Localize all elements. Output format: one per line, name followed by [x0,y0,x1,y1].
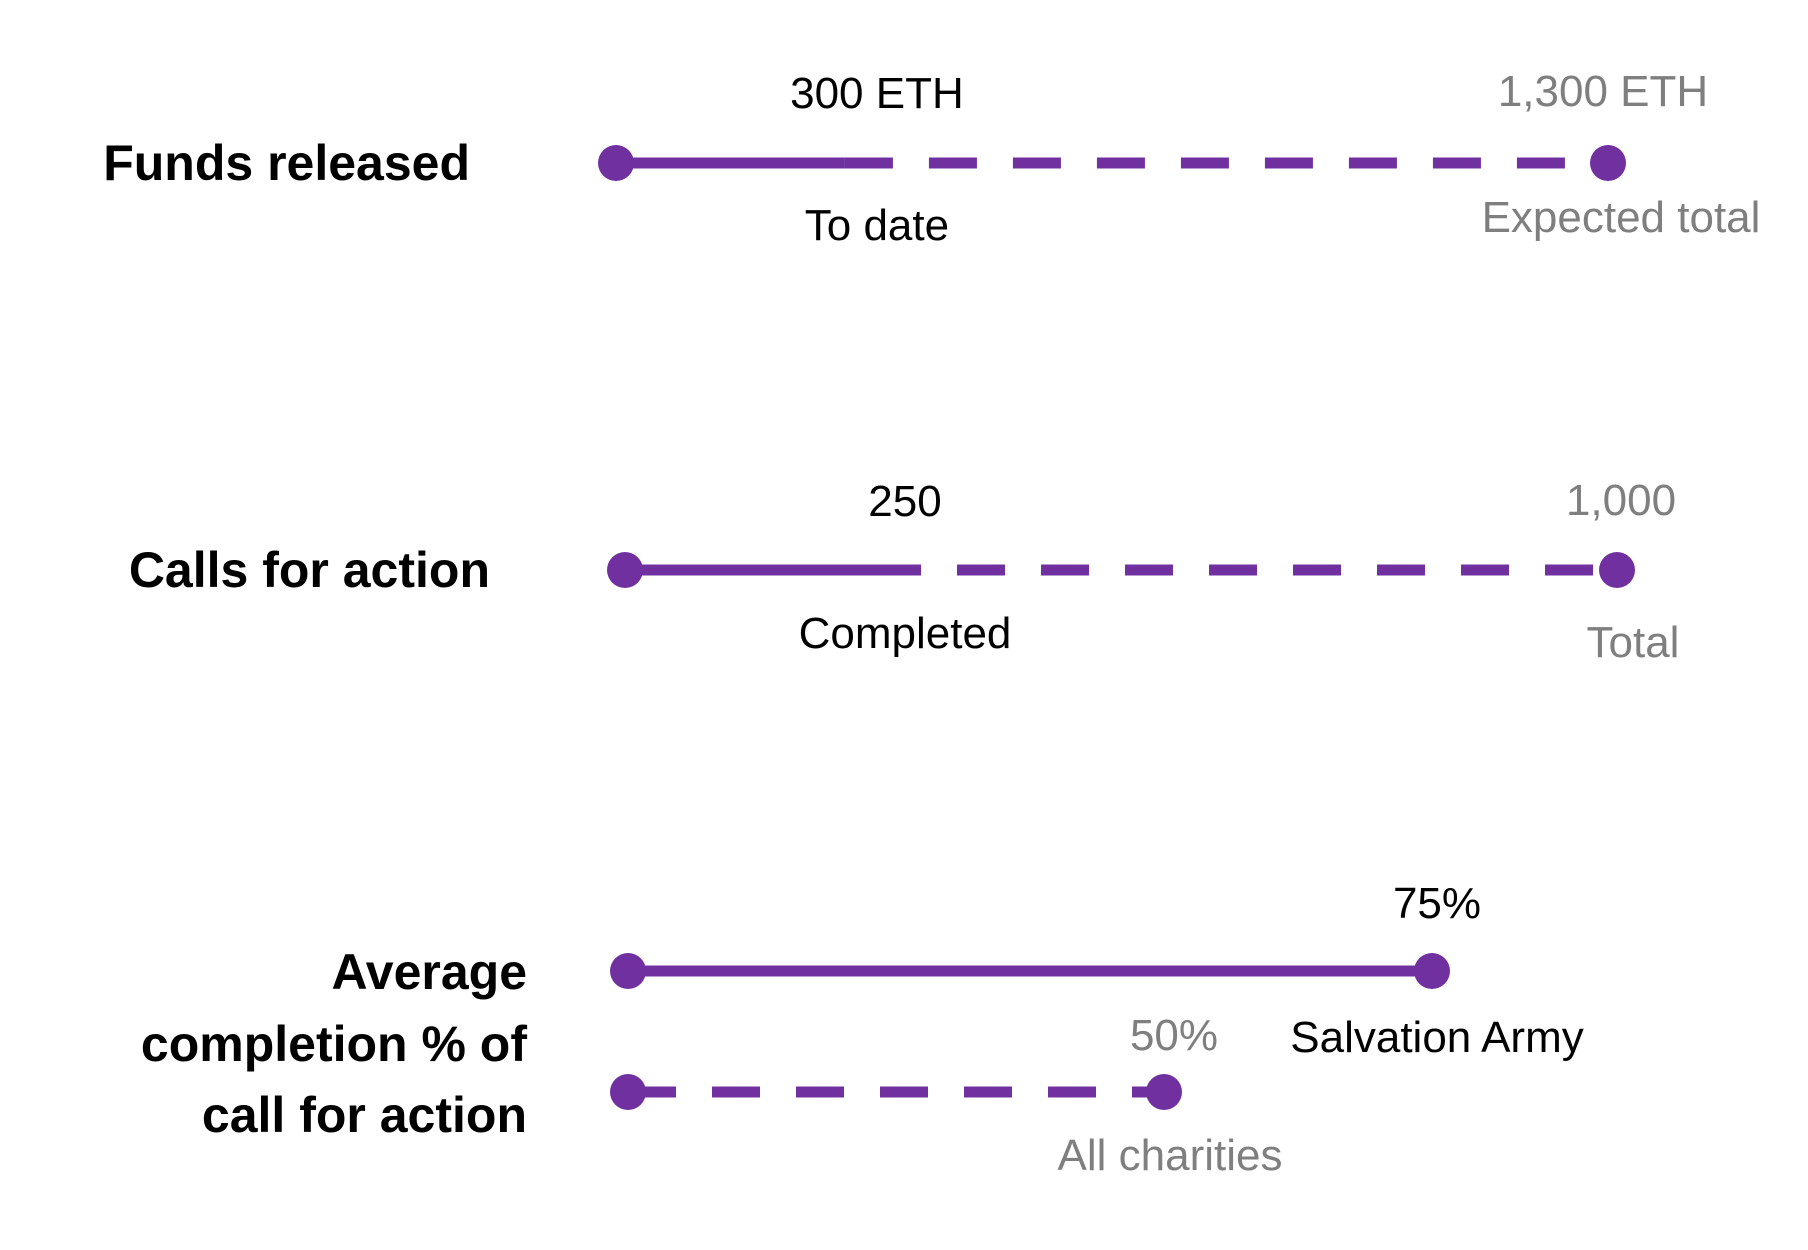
all-charities-start-point [610,1074,646,1110]
all-charities-value: 50% [1130,1011,1218,1060]
salvation-army-start-point [610,953,646,989]
funds-released-row: Funds released 300 ETH To date 1,300 ETH… [103,67,1760,250]
calls-for-action-total-caption: Total [1587,618,1680,667]
funds-released-expected-point [1590,145,1626,181]
calls-for-action-completed-caption: Completed [799,609,1012,658]
salvation-army-value: 75% [1393,879,1481,928]
funds-released-start-point [598,145,634,181]
average-completion-label-line-1: Average [332,944,527,1000]
average-completion-label-line-2: completion % of [141,1016,527,1072]
funds-released-to-date-caption: To date [805,201,949,250]
calls-for-action-completed-value: 250 [868,477,941,526]
funds-released-label: Funds released [103,135,470,191]
funds-released-expected-value: 1,300 ETH [1498,67,1708,116]
salvation-army-value-point [1414,953,1450,989]
average-completion-label-line-3: call for action [202,1087,527,1143]
calls-for-action-total-point [1599,552,1635,588]
funds-released-to-date-value: 300 ETH [790,69,964,118]
salvation-army-caption: Salvation Army [1290,1013,1583,1062]
average-completion-row: Average completion % of call for action … [141,879,1584,1180]
calls-for-action-total-value: 1,000 [1566,476,1676,525]
all-charities-caption: All charities [1058,1131,1283,1180]
calls-for-action-label: Calls for action [129,542,490,598]
funds-released-expected-caption: Expected total [1482,193,1761,242]
calls-for-action-start-point [607,552,643,588]
all-charities-value-point [1146,1074,1182,1110]
calls-for-action-row: Calls for action 250 Completed 1,000 Tot… [129,476,1680,667]
